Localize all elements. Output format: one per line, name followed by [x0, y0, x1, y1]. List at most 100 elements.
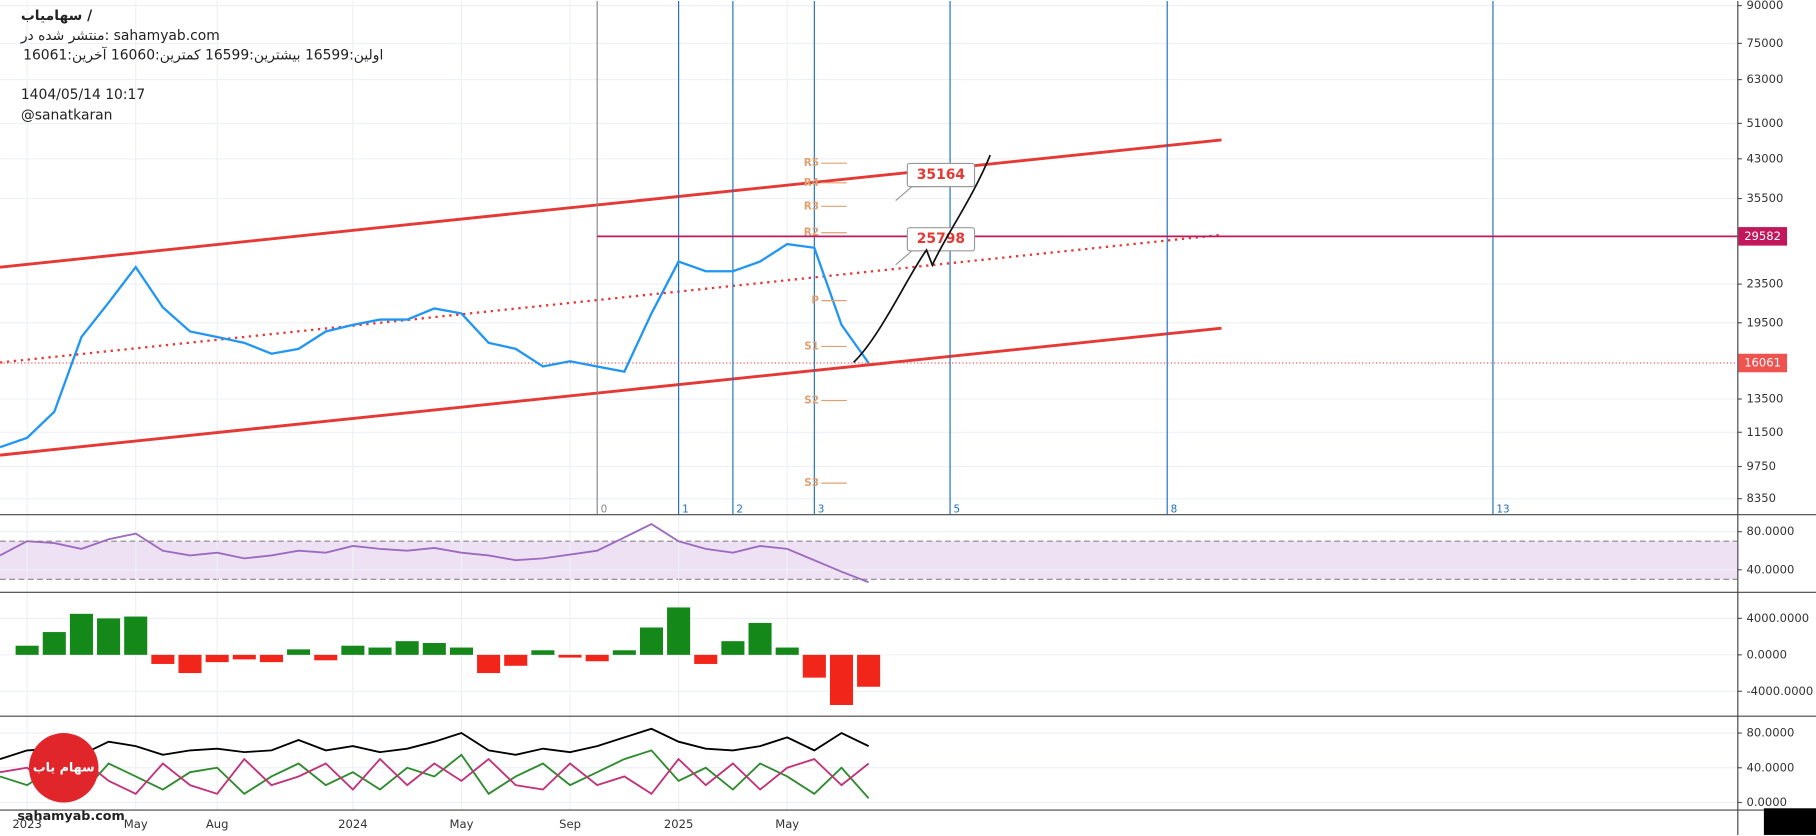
- last-price-badge: [1738, 353, 1788, 373]
- histogram-bar: [585, 654, 609, 662]
- histogram-bar: [694, 654, 718, 664]
- histogram-bar: [97, 618, 121, 655]
- histogram-bar: [287, 649, 311, 655]
- y-tick-label: 23500: [1747, 277, 1784, 291]
- callout-label: 25798: [917, 231, 965, 247]
- histogram-bar: [259, 654, 283, 663]
- time-zone-label: 5: [954, 503, 961, 515]
- x-tick-label: Aug: [206, 817, 229, 831]
- ohlc: اولین:16599 بیشترین:16599 کمترین:16060 آ…: [23, 46, 383, 63]
- y-tick-label: 4000.0000: [1747, 611, 1810, 625]
- y-tick-label: 13500: [1747, 392, 1784, 406]
- x-tick-label: May: [775, 817, 799, 831]
- x-tick-label: 2023: [12, 817, 41, 831]
- channel-line: [0, 233, 1222, 364]
- callout-box: [906, 162, 976, 188]
- pivot-label: S1: [804, 340, 819, 352]
- pivot-label: S2: [804, 395, 819, 407]
- pivot-label: R5: [804, 157, 819, 169]
- histogram-bar: [802, 654, 826, 678]
- logo-text: سهام یاب: [33, 760, 95, 775]
- pivot-label: R2: [804, 227, 819, 239]
- histogram-bar: [531, 650, 555, 655]
- histogram-bar: [857, 654, 881, 687]
- title: سهامیاب /: [21, 8, 93, 24]
- level-badge-label: 29582: [1744, 229, 1781, 243]
- series-line: [0, 749, 870, 799]
- histogram-bar: [341, 645, 365, 655]
- level-badge: [1738, 227, 1788, 246]
- pivot-label: R4: [804, 177, 819, 189]
- histogram-bar: [558, 654, 582, 658]
- histogram-bar: [205, 654, 229, 663]
- histogram-bar: [395, 641, 419, 655]
- x-tick-label: Sep: [559, 817, 581, 831]
- published: منتشر شده در: sahamyab.com: [20, 28, 220, 44]
- corner-block: [1763, 808, 1816, 835]
- histogram-bar: [314, 654, 338, 661]
- rsi-band: [0, 541, 1738, 580]
- watermark: sahamyab.com: [17, 809, 124, 824]
- logo: [28, 733, 99, 803]
- time-zone-label: 13: [1496, 503, 1509, 515]
- datetime: 1404/05/14 10:17: [21, 87, 145, 103]
- histogram-bar: [178, 654, 202, 674]
- y-tick-label: 11500: [1747, 425, 1784, 439]
- channel-line: [0, 138, 1222, 269]
- channel-line: [0, 326, 1222, 457]
- histogram-bar: [721, 641, 745, 655]
- histogram-bar: [15, 645, 39, 655]
- series-line: [0, 727, 870, 760]
- time-zone-label: 8: [1171, 503, 1178, 515]
- series-line: [0, 242, 870, 449]
- histogram-bar: [42, 632, 66, 655]
- histogram-bar: [151, 654, 175, 664]
- histogram-bar: [829, 654, 854, 705]
- histogram-bar: [667, 607, 691, 655]
- x-tick-label: 2025: [664, 817, 693, 831]
- histogram-bar: [748, 622, 772, 655]
- y-tick-label: 0.0000: [1747, 795, 1788, 809]
- histogram-bar: [124, 616, 148, 655]
- time-zone-label: 0: [601, 503, 608, 515]
- y-tick-label: 40.0000: [1747, 760, 1795, 774]
- y-tick-label: 0.0000: [1747, 647, 1788, 661]
- pivot-label: R3: [804, 200, 819, 212]
- projection-curve: [852, 154, 992, 364]
- pivot-label: P: [811, 295, 819, 307]
- pivot-label: S3: [804, 477, 819, 489]
- x-tick-label: 2024: [338, 817, 367, 831]
- histogram-bar: [477, 654, 501, 674]
- author: @sanatkaran: [21, 108, 113, 124]
- series-line: [0, 523, 869, 584]
- y-tick-label: 80.0000: [1747, 726, 1795, 740]
- y-tick-label: 19500: [1747, 315, 1784, 329]
- series-line: [0, 757, 870, 796]
- histogram-bar: [504, 654, 528, 666]
- y-tick-label: 90000: [1747, 0, 1784, 12]
- y-tick-label: 9750: [1747, 459, 1776, 473]
- y-tick-label: 35500: [1747, 191, 1784, 205]
- histogram-bar: [612, 650, 636, 655]
- y-tick-label: 63000: [1747, 72, 1784, 86]
- y-tick-label: 40.0000: [1747, 562, 1795, 576]
- time-zone-label: 1: [682, 503, 689, 515]
- histogram-bar: [639, 627, 664, 655]
- y-tick-label: -4000.0000: [1747, 684, 1814, 698]
- histogram-bar: [449, 647, 473, 655]
- grid-layer: [0, 1, 1738, 810]
- x-tick-label: May: [449, 817, 473, 831]
- y-tick-label: 8350: [1747, 491, 1776, 505]
- y-tick-label: 43000: [1747, 151, 1784, 165]
- y-tick-label: 51000: [1747, 116, 1784, 130]
- time-zone-label: 3: [818, 503, 825, 515]
- callout-label: 35164: [917, 167, 966, 183]
- histogram-bar: [232, 654, 256, 660]
- histogram-bar: [775, 647, 799, 655]
- time-zone-label: 2: [736, 503, 743, 515]
